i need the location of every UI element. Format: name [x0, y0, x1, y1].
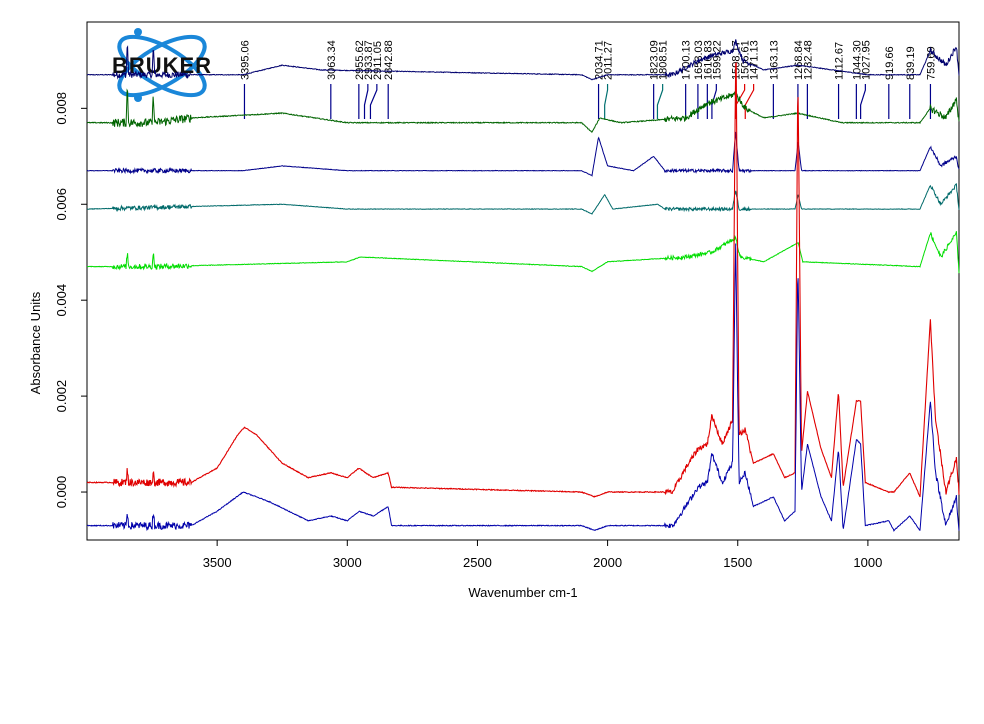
- peak-marker: [860, 84, 866, 119]
- spectrum-line: [86, 62, 960, 498]
- peak-label: 1823.09: [649, 40, 661, 80]
- y-tick-label: 0.000: [54, 476, 69, 509]
- logo-orbit-ring: [117, 34, 207, 98]
- spectrum-line: [86, 243, 960, 532]
- peak-label: 839.19: [905, 46, 917, 80]
- spectrum-line: [86, 231, 960, 274]
- x-tick-label: 3000: [333, 555, 362, 570]
- peak-label: 1232.48: [802, 40, 814, 80]
- y-tick-label: 0.004: [54, 284, 69, 317]
- peak-label: 1506.61: [740, 40, 752, 80]
- peak-label: 1808.51: [658, 40, 670, 80]
- logo-dot: [134, 28, 142, 36]
- plot-frame: [86, 21, 960, 541]
- x-axis-title: Wavenumber cm-1: [468, 585, 577, 600]
- peak-label: 1700.13: [681, 40, 693, 80]
- y-axis: 0.000 0.002 0.004 0.006 0.008: [54, 92, 87, 508]
- x-tick-label: 1500: [723, 555, 752, 570]
- peak-label: 1616.83: [702, 40, 714, 80]
- peak-marker: [604, 84, 609, 119]
- x-tick-label: 2500: [463, 555, 492, 570]
- x-tick-label: 2000: [593, 555, 622, 570]
- y-tick-label: 0.008: [54, 92, 69, 125]
- peak-label: 2034.71: [594, 40, 606, 80]
- peak-label: 919.66: [884, 46, 896, 80]
- logo-orbit-ring: [117, 34, 207, 98]
- x-tick-label: 1000: [853, 555, 882, 570]
- peak-label: 1471.13: [749, 40, 761, 80]
- peak-label: 2911.05: [372, 41, 384, 80]
- y-tick-label: 0.002: [54, 380, 69, 413]
- peak-marker: [744, 84, 755, 119]
- peak-label: 3063.34: [326, 40, 338, 80]
- peak-marker: [656, 84, 664, 119]
- peak-label: 1599.22: [711, 40, 723, 80]
- peak-label: 1027.95: [860, 40, 872, 80]
- spectra-series: [86, 39, 960, 532]
- peak-marker: [711, 84, 717, 119]
- y-axis-title: Absorbance Units: [28, 291, 43, 394]
- peak-label: 1044.30: [851, 40, 863, 80]
- peak-label: 3395.06: [239, 40, 251, 80]
- spectrum-line: [86, 88, 960, 133]
- logo-dot: [134, 94, 142, 102]
- peak-label: 2842.88: [383, 40, 395, 80]
- peak-label: 1268.84: [793, 40, 805, 80]
- peak-label: 1363.13: [768, 40, 780, 80]
- y-tick-label: 0.006: [54, 188, 69, 221]
- spectrum-line: [86, 39, 960, 81]
- peak-label: 1112.67: [834, 42, 846, 80]
- peak-label: 2011.27: [603, 41, 615, 80]
- spectrum-line: [86, 183, 960, 215]
- x-axis: 3500 3000 2500 2000 1500 1000: [203, 540, 882, 570]
- peak-marker: [363, 84, 369, 119]
- x-tick-label: 3500: [203, 555, 232, 570]
- peak-marker: [369, 84, 378, 119]
- spectrum-line: [86, 131, 960, 177]
